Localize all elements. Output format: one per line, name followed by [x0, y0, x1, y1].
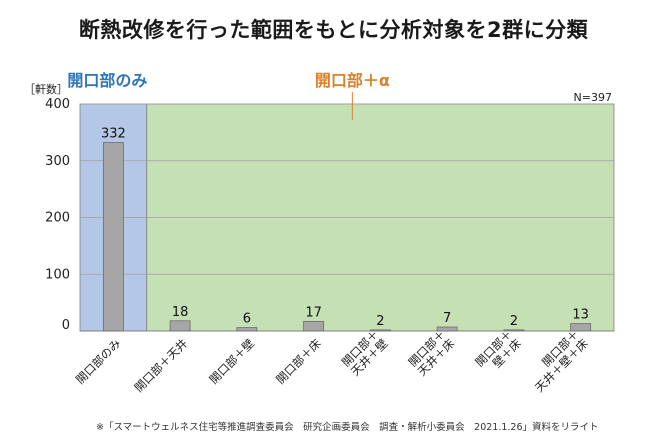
y-tick-label-300: 300 [45, 154, 70, 169]
bar-7 [570, 323, 592, 332]
category-label-4: 開口部＋天井＋壁 [339, 327, 391, 379]
bar-0 [102, 142, 124, 332]
bar-value-label-5: 7 [443, 311, 451, 326]
bar-3 [303, 320, 325, 332]
group-label-1: 開口部＋α [315, 71, 390, 90]
category-label-2: 開口部＋壁 [206, 336, 257, 387]
bar-value-label-4: 2 [376, 314, 384, 329]
category-label-6: 開口部＋壁＋床 [472, 327, 524, 379]
bar-6 [503, 329, 525, 332]
category-label-line: 開口部＋床 [273, 336, 324, 387]
bar-value-label-2: 6 [243, 312, 251, 327]
bars [102, 142, 592, 332]
category-label-3: 開口部＋床 [273, 336, 324, 387]
category-label-7: 開口部＋天井＋壁＋床 [523, 327, 591, 395]
y-tick-label-100: 100 [45, 267, 70, 282]
category-label-line: 開口部＋天井 [132, 336, 191, 395]
y-tick-label-0: 0 [62, 318, 70, 333]
bar-value-label-3: 17 [305, 305, 322, 320]
category-label-5: 開口部＋天井＋床 [406, 327, 458, 379]
group-label-0: 開口部のみ [67, 71, 147, 90]
gridlines [80, 103, 614, 275]
category-label-line: 開口部のみ [73, 336, 124, 387]
sample-size-note: N=397 [574, 91, 612, 104]
bar-2 [236, 327, 258, 332]
bar-value-label-1: 18 [172, 305, 189, 320]
category-label-0: 開口部のみ [73, 336, 124, 387]
source-note: ※「スマートウェルネス住宅等推進調査委員会 研究企画委員会 調査・解析小委員会 … [96, 422, 599, 433]
bar-value-label-6: 2 [510, 314, 518, 329]
bar-value-label-0: 332 [101, 127, 126, 142]
y-tick-label-200: 200 [45, 211, 70, 226]
bar-5 [436, 326, 458, 332]
bar-4 [369, 329, 391, 332]
y-tick-label-400: 400 [45, 97, 70, 112]
chart-title: 断熱改修を行った範囲をもとに分析対象を2群に分類 [78, 18, 589, 42]
category-label-line: 開口部＋壁 [206, 336, 257, 387]
y-axis-label: ［軒数］ [24, 83, 68, 96]
bar-value-label-7: 13 [572, 308, 589, 323]
bar-1 [169, 320, 191, 332]
category-label-1: 開口部＋天井 [132, 336, 191, 395]
